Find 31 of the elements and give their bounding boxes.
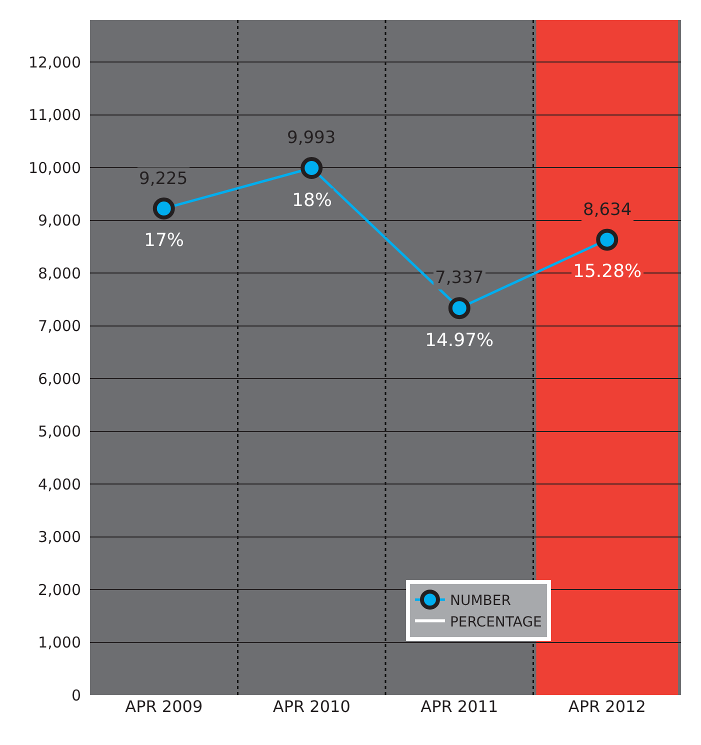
data-label: 8,634 (583, 200, 632, 220)
y-tick-label: 2,000 (38, 580, 81, 599)
x-tick-label: APR 2012 (568, 697, 646, 716)
y-tick-label: 5,000 (38, 422, 81, 441)
legend-label: NUMBER (450, 593, 512, 610)
y-tick-label: 10,000 (28, 158, 81, 177)
annotation: 17% (144, 230, 184, 251)
y-tick-label: 0 (71, 686, 81, 704)
y-tick-label: 4,000 (38, 475, 81, 494)
y-tick-label: 11,000 (28, 106, 81, 124)
y-tick-label: 6,000 (38, 370, 81, 388)
y-tick-label: 12,000 (28, 53, 81, 72)
annotation: 18% (292, 190, 332, 211)
annotation: 14.97% (425, 330, 494, 351)
point (300, 157, 323, 180)
y-tick-label: 9,000 (38, 212, 81, 230)
data-label: 9,225 (139, 169, 188, 189)
x-tick-label: APR 2011 (420, 697, 498, 716)
x-tick-label: APR 2009 (125, 697, 203, 716)
y-tick-label: 8,000 (38, 264, 81, 282)
annotation: 15.28% (573, 261, 642, 282)
y-tick-label: 7,000 (38, 317, 81, 336)
point (596, 228, 618, 251)
point (448, 297, 470, 320)
legend-label: PERCENTAGE (450, 614, 542, 630)
y-tick-label: 3,000 (38, 528, 81, 546)
point (152, 198, 175, 220)
data-label: 9,993 (287, 128, 336, 148)
y-tick-label: 1,000 (38, 634, 81, 652)
x-tick-label: APR 2010 (272, 697, 350, 716)
data-label: 7,337 (435, 268, 484, 288)
